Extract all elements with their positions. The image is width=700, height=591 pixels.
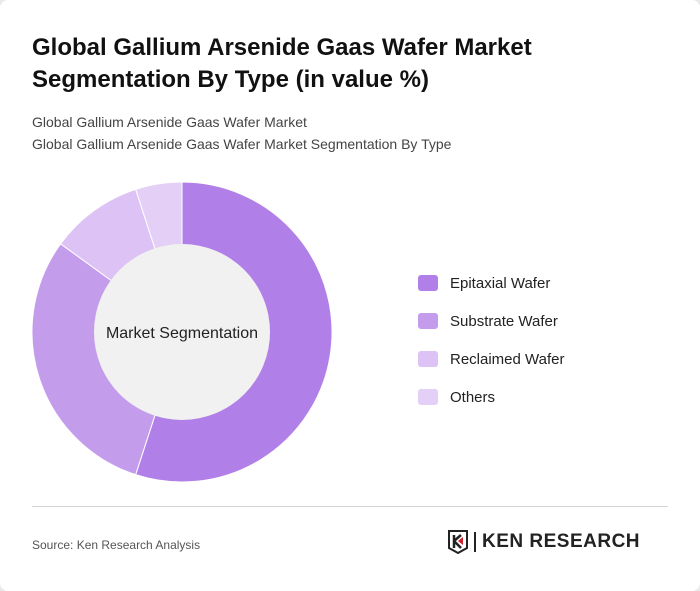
legend-swatch <box>418 389 438 405</box>
source-note: Source: Ken Research Analysis <box>32 538 201 552</box>
legend-item-epitaxial: Epitaxial Wafer <box>418 264 564 302</box>
legend-item-reclaimed: Reclaimed Wafer <box>418 340 564 378</box>
divider <box>32 506 668 507</box>
logo-text: KEN RESEARCH <box>474 532 640 552</box>
legend-swatch <box>418 351 438 367</box>
chart-title: Global Gallium Arsenide Gaas Wafer Marke… <box>32 34 532 93</box>
legend: Epitaxial Wafer Substrate Wafer Reclaime… <box>418 264 564 416</box>
center-label: Market Segmentation <box>106 325 258 342</box>
legend-item-others: Others <box>418 378 564 416</box>
legend-label: Substrate Wafer <box>450 312 558 330</box>
legend-label: Reclaimed Wafer <box>450 350 565 368</box>
legend-label: Others <box>450 388 496 406</box>
donut-center <box>94 244 270 420</box>
ken-research-logo: KEN RESEARCH <box>448 530 640 554</box>
legend-swatch <box>418 275 438 291</box>
legend-swatch <box>418 313 438 329</box>
subtitle-market: Global Gallium Arsenide Gaas Wafer Marke… <box>32 114 307 130</box>
logo-icon <box>448 530 468 554</box>
subtitle-segmentation: Global Gallium Arsenide Gaas Wafer Marke… <box>32 136 452 152</box>
legend-item-substrate: Substrate Wafer <box>418 302 564 340</box>
legend-label: Epitaxial Wafer <box>450 274 551 292</box>
